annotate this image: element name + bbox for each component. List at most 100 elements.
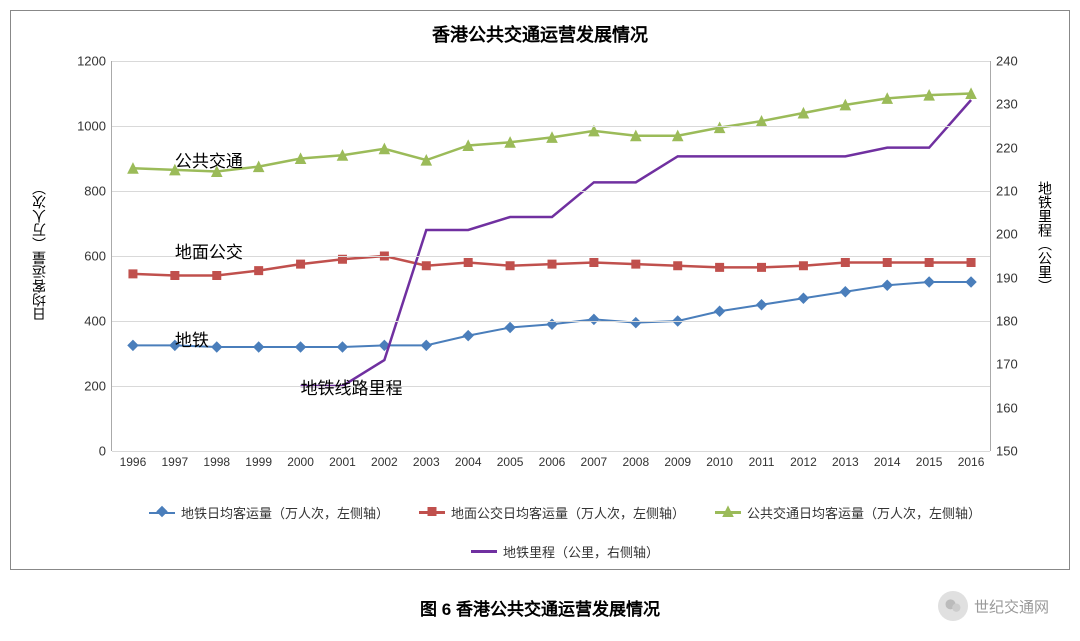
gridline xyxy=(112,191,990,192)
series-label-metro: 地铁 xyxy=(175,326,209,351)
x-tick: 2001 xyxy=(329,451,356,469)
y-tick-left: 0 xyxy=(99,444,112,459)
series-label-bus: 地面公交 xyxy=(175,238,243,263)
gridline xyxy=(112,126,990,127)
watermark: 世纪交通网 xyxy=(938,591,1049,621)
figure-caption: 图 6 香港公共交通运营发展情况 xyxy=(10,595,1070,620)
series-marker-bus xyxy=(967,259,975,267)
series-marker-metro xyxy=(757,300,767,310)
series-marker-bus xyxy=(213,272,221,280)
series-marker-bus xyxy=(297,260,305,268)
y-axis-left-label: 日均客运量（万人次） xyxy=(29,181,49,321)
series-marker-bus xyxy=(548,260,556,268)
series-label-total: 公共交通 xyxy=(175,147,243,172)
series-marker-bus xyxy=(506,262,514,270)
chart-container: 香港公共交通运营发展情况 日均客运量（万人次） 地铁里程（公里） 0200400… xyxy=(10,10,1070,570)
legend-item-bus: 地面公交日均客运量（万人次，左侧轴） xyxy=(419,503,685,522)
series-marker-bus xyxy=(716,263,724,271)
x-tick: 2000 xyxy=(287,451,314,469)
x-tick: 2007 xyxy=(581,451,608,469)
series-marker-bus xyxy=(129,270,137,278)
x-tick: 2006 xyxy=(539,451,566,469)
watermark-text: 世纪交通网 xyxy=(974,596,1049,617)
legend-label: 地面公交日均客运量（万人次，左侧轴） xyxy=(451,503,685,522)
series-marker-metro xyxy=(128,340,138,350)
chart-title: 香港公共交通运营发展情况 xyxy=(11,11,1069,52)
legend-swatch xyxy=(715,511,741,514)
y-tick-right: 160 xyxy=(990,400,1018,415)
y-tick-left: 400 xyxy=(84,314,112,329)
x-tick: 2010 xyxy=(706,451,733,469)
x-tick: 2002 xyxy=(371,451,398,469)
x-tick: 2005 xyxy=(497,451,524,469)
legend-marker-icon xyxy=(722,505,734,520)
gridline xyxy=(112,256,990,257)
series-marker-bus xyxy=(590,259,598,267)
y-tick-right: 240 xyxy=(990,54,1018,69)
series-marker-bus xyxy=(464,259,472,267)
series-marker-bus xyxy=(632,260,640,268)
y-tick-left: 1200 xyxy=(77,54,112,69)
series-marker-metro xyxy=(212,342,222,352)
legend-swatch xyxy=(149,512,175,514)
y-tick-left: 1000 xyxy=(77,119,112,134)
x-tick: 1997 xyxy=(161,451,188,469)
legend-label: 地铁里程（公里，右侧轴） xyxy=(503,542,659,561)
series-marker-metro xyxy=(296,342,306,352)
wechat-icon xyxy=(938,591,968,621)
series-marker-metro xyxy=(882,280,892,290)
y-tick-right: 150 xyxy=(990,444,1018,459)
legend-label: 地铁日均客运量（万人次，左侧轴） xyxy=(181,503,389,522)
series-marker-metro xyxy=(421,340,431,350)
legend-item-metro: 地铁日均客运量（万人次，左侧轴） xyxy=(149,503,389,522)
gridline xyxy=(112,61,990,62)
x-tick: 2016 xyxy=(958,451,985,469)
x-tick: 2004 xyxy=(455,451,482,469)
y-tick-right: 220 xyxy=(990,140,1018,155)
y-tick-left: 600 xyxy=(84,249,112,264)
series-marker-bus xyxy=(758,263,766,271)
series-marker-metro xyxy=(254,342,264,352)
series-line-mileage xyxy=(301,100,971,386)
series-marker-metro xyxy=(840,287,850,297)
series-marker-metro xyxy=(631,318,641,328)
y-tick-right: 170 xyxy=(990,357,1018,372)
x-tick: 2011 xyxy=(749,451,775,469)
series-marker-bus xyxy=(799,262,807,270)
y-tick-right: 210 xyxy=(990,184,1018,199)
plot-area: 0200400600800100012001501601701801902002… xyxy=(111,61,991,451)
gridline xyxy=(112,321,990,322)
gridline xyxy=(112,386,990,387)
x-tick: 2015 xyxy=(916,451,943,469)
y-tick-right: 200 xyxy=(990,227,1018,242)
x-tick: 2012 xyxy=(790,451,817,469)
series-marker-metro xyxy=(798,293,808,303)
series-marker-bus xyxy=(841,259,849,267)
x-tick: 2014 xyxy=(874,451,901,469)
series-marker-bus xyxy=(674,262,682,270)
y-tick-left: 800 xyxy=(84,184,112,199)
y-tick-right: 230 xyxy=(990,97,1018,112)
legend-label: 公共交通日均客运量（万人次，左侧轴） xyxy=(747,503,981,522)
x-tick: 2013 xyxy=(832,451,859,469)
x-tick: 1999 xyxy=(245,451,272,469)
series-marker-bus xyxy=(883,259,891,267)
y-tick-right: 180 xyxy=(990,314,1018,329)
x-tick: 2003 xyxy=(413,451,440,469)
legend-swatch xyxy=(471,550,497,553)
series-marker-metro xyxy=(924,277,934,287)
legend-item-mileage: 地铁里程（公里，右侧轴） xyxy=(471,542,659,561)
series-marker-metro xyxy=(966,277,976,287)
series-marker-bus xyxy=(422,262,430,270)
legend-swatch xyxy=(419,511,445,514)
legend-item-total: 公共交通日均客运量（万人次，左侧轴） xyxy=(715,503,981,522)
x-tick: 1998 xyxy=(203,451,230,469)
series-marker-bus xyxy=(171,272,179,280)
x-tick: 2009 xyxy=(664,451,691,469)
series-marker-bus xyxy=(925,259,933,267)
legend-marker-icon xyxy=(156,505,168,520)
y-tick-right: 190 xyxy=(990,270,1018,285)
x-tick: 1996 xyxy=(120,451,147,469)
y-axis-right-label: 地铁里程（公里） xyxy=(1035,181,1055,293)
legend-marker-icon xyxy=(426,505,438,520)
